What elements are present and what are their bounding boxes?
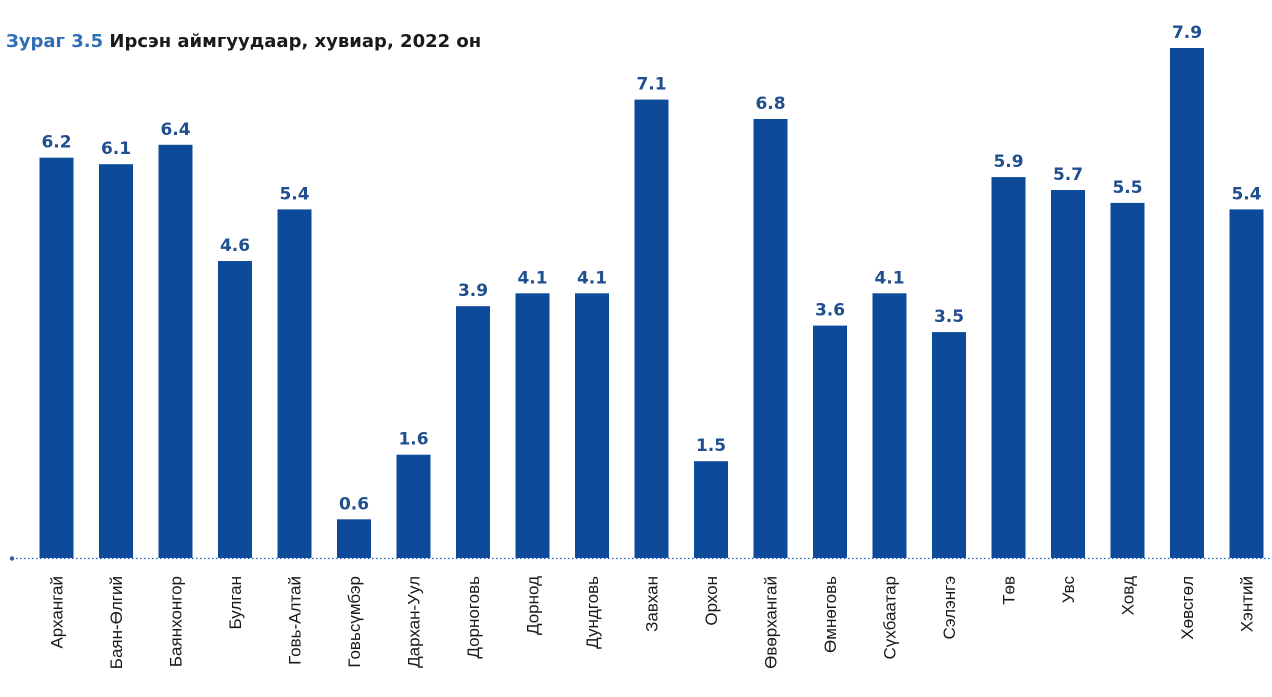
bar-15 — [872, 293, 907, 558]
chart-title-prefix: Зураг 3.5 — [6, 31, 104, 52]
bar-value-label: 6.8 — [755, 94, 785, 114]
bar-value-label: 5.7 — [1053, 165, 1083, 185]
bar-2 — [99, 164, 133, 558]
category-label: Төв — [1000, 576, 1019, 605]
chart-title-text: Ирсэн аймгуудаар, хувиар, 2022 он — [109, 31, 482, 52]
category-label: Өвөрхангай — [762, 576, 781, 669]
category-label: Дархан-Уул — [405, 576, 424, 668]
bar-value-label: 4.6 — [220, 236, 250, 256]
category-label: Орхон — [702, 576, 721, 626]
category-label: Говь-Алтай — [286, 576, 305, 665]
bar-value-label: 3.6 — [815, 301, 845, 321]
category-label: Баян-Өлгий — [107, 576, 126, 669]
bar-value-label: 0.6 — [339, 494, 369, 514]
bar-11 — [634, 99, 669, 558]
bar-value-label: 7.1 — [636, 75, 666, 95]
bar-value-label: 1.6 — [398, 430, 428, 450]
category-label: Ховд — [1119, 576, 1138, 615]
bar-19 — [1110, 202, 1145, 558]
category-label: Завхан — [643, 576, 662, 632]
category-label: Булган — [226, 576, 245, 630]
bar-7 — [396, 454, 431, 558]
bar-value-label: 6.2 — [41, 133, 71, 153]
bar-1 — [39, 157, 74, 558]
chart-title: Зураг 3.5 Ирсэн аймгуудаар, хувиар, 2022… — [6, 30, 481, 54]
bar-6 — [337, 519, 371, 558]
category-label: Дорноговь — [464, 576, 483, 659]
category-labels-group: Архангай Баян-Өлгий Баянхонгор Булган Говь-А… — [48, 576, 1257, 670]
bar-value-label: 3.9 — [458, 281, 488, 301]
bar-12 — [694, 461, 728, 558]
bar-value-label: 6.1 — [101, 139, 131, 159]
bar-value-label: 5.9 — [993, 152, 1023, 172]
category-label: Сүхбаатар — [881, 576, 900, 659]
category-label: Дундговь — [583, 576, 602, 649]
bars-group — [39, 48, 1264, 559]
bar-value-label: 1.5 — [696, 436, 726, 456]
category-label: Өмнөговь — [821, 576, 840, 653]
category-label: Хөвсгөл — [1178, 576, 1197, 640]
bar-value-label: 6.4 — [160, 120, 190, 140]
bar-value-label: 4.1 — [577, 268, 607, 288]
category-label: Баянхонгор — [167, 576, 186, 667]
bar-8 — [456, 306, 490, 558]
bar-16 — [932, 332, 966, 558]
bar-value-label: 4.1 — [874, 268, 904, 288]
bar-value-label: 5.5 — [1112, 178, 1142, 198]
bar-4 — [218, 261, 252, 558]
x-axis-start-dot — [9, 556, 15, 561]
category-label: Хэнтий — [1238, 576, 1257, 632]
bar-value-label: 5.4 — [279, 184, 309, 204]
bar-17 — [991, 177, 1026, 558]
category-label: Архангай — [48, 576, 67, 649]
bar-5 — [277, 209, 312, 558]
category-label: Говьсүмбэр — [345, 576, 364, 668]
bar-14 — [813, 325, 847, 558]
bar-9 — [515, 293, 550, 558]
bar-value-label: 7.9 — [1172, 23, 1202, 43]
bar-value-label: 3.5 — [934, 307, 964, 327]
bar-10 — [575, 293, 609, 558]
category-label: Дорнод — [524, 576, 543, 635]
bar-value-label: 5.4 — [1231, 184, 1261, 204]
bar-21 — [1229, 209, 1264, 558]
bar-value-label: 4.1 — [517, 268, 547, 288]
category-label: Увс — [1059, 576, 1078, 604]
bar-20 — [1170, 48, 1204, 558]
bar-13 — [753, 119, 788, 558]
category-label: Сэлэнгэ — [940, 576, 959, 639]
bar-3 — [158, 144, 193, 559]
bar-18 — [1051, 190, 1085, 558]
value-labels-group: 6.2 6.1 6.4 4.6 5.4 0.6 1.6 3.9 4.1 4.1 7.1 1.5 6.8 3… — [41, 23, 1261, 514]
